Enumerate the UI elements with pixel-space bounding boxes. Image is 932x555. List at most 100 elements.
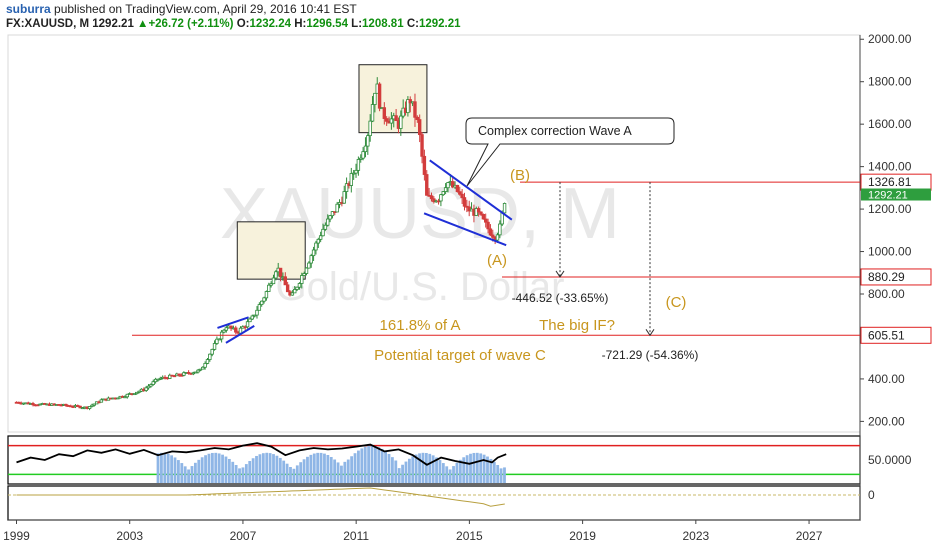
indicator-bar-90 — [462, 457, 466, 483]
candle-body-31 — [87, 406, 92, 409]
low-label: L: — [351, 18, 363, 30]
candle-body-69 — [177, 373, 181, 376]
current-price-label: 1292.21 — [868, 190, 908, 202]
indicator-bar-23 — [234, 464, 238, 483]
high-value: 1296.54 — [306, 18, 348, 30]
candle-body-119 — [295, 286, 299, 290]
candle-body-76 — [193, 371, 198, 374]
indicator-bar-24 — [238, 468, 241, 483]
author-name[interactable]: suburra — [6, 2, 51, 16]
indicator-bar-30 — [258, 454, 262, 483]
change-up-icon: ▲ — [137, 18, 149, 30]
indicator-bar-8 — [183, 466, 187, 483]
candle-body-150 — [368, 120, 372, 137]
trendline-upper-2006 — [217, 316, 249, 329]
candle-body-181 — [441, 191, 445, 196]
candle-body-120 — [297, 283, 302, 288]
indicator-bar-60 — [360, 448, 364, 483]
candle-body-58 — [151, 381, 155, 385]
candle-body-182 — [443, 187, 448, 192]
highlight-box-0 — [236, 221, 306, 280]
fib-label: 161.8% of A — [380, 317, 461, 334]
indicator-bar-74 — [407, 458, 411, 483]
candle-body-43 — [116, 397, 120, 400]
indicator-bar-98 — [489, 458, 493, 483]
indicator-bar-72 — [401, 464, 404, 483]
candle-body-83 — [210, 348, 214, 355]
indicator-bars — [156, 445, 506, 483]
y-tick-label-1: 400.00 — [868, 372, 905, 386]
candle-body-152 — [373, 92, 377, 105]
indicator-bar-49 — [323, 453, 326, 483]
big-if-label: The big IF? — [539, 317, 615, 334]
indicator-bar-101 — [499, 468, 503, 483]
candle-body-130 — [321, 228, 325, 237]
level-tag-label-0: 1326.81 — [868, 175, 912, 189]
candle-body-171 — [417, 119, 422, 136]
candle-body-204 — [495, 234, 500, 241]
candle-body-154 — [377, 83, 382, 109]
last-price: 1292.21 — [92, 18, 134, 30]
candle-body-105 — [262, 297, 266, 302]
x-tick-label-3: 2011 — [343, 529, 369, 543]
trendline-lower-2006 — [225, 324, 255, 344]
indicator-y-tick-0: 50.0000 — [868, 453, 912, 467]
indicator-bar-31 — [261, 453, 265, 483]
indicator-bar-99 — [492, 461, 496, 483]
candle-body-148 — [363, 145, 368, 153]
indicator-bar-87 — [452, 466, 455, 483]
candle-body-147 — [361, 151, 365, 159]
x-tick-label-7: 2027 — [796, 529, 823, 543]
indicator-bar-44 — [306, 456, 309, 483]
indicator-bar-56 — [346, 459, 350, 483]
candle-body-167 — [408, 99, 412, 104]
level-tag-label-2: 605.51 — [868, 328, 905, 342]
level-tag-1: 880.29 — [860, 268, 932, 286]
indicator-bar-19 — [221, 454, 224, 483]
candle-body-174 — [425, 174, 429, 196]
candle-body-71 — [182, 372, 186, 376]
indicator-bar-13 — [200, 457, 204, 483]
indicator-bar-41 — [295, 465, 299, 483]
indicator-bar-76 — [414, 454, 418, 483]
candle-body-84 — [212, 343, 217, 350]
indicator-bar-27 — [248, 460, 252, 483]
candle-body-142 — [349, 173, 354, 186]
indicator-bar-83 — [438, 460, 442, 483]
indicator-bar-34 — [272, 454, 275, 483]
y-tick-label-9: 2000.00 — [868, 32, 912, 46]
candle-body-67 — [172, 375, 177, 378]
candle-body-132 — [326, 218, 330, 226]
indicator-bar-28 — [251, 458, 255, 483]
indicator-bar-67 — [384, 451, 387, 483]
candle-body-144 — [354, 169, 358, 174]
indicator-bar-29 — [255, 455, 258, 483]
indicator-bar-43 — [302, 459, 306, 483]
candle-body-173 — [422, 155, 427, 175]
candle-body-57 — [149, 384, 153, 387]
candle-body-176 — [429, 195, 434, 200]
indicator-bar-61 — [363, 446, 367, 483]
candle-body-131 — [323, 224, 328, 230]
publish-info: suburra published on TradingView.com, Ap… — [6, 2, 357, 16]
indicator-bar-52 — [333, 459, 337, 483]
indicator-bar-70 — [394, 460, 398, 483]
wave-c-label: (C) — [666, 294, 687, 311]
indicator-bar-68 — [387, 454, 391, 483]
indicator-bar-26 — [244, 464, 248, 483]
candle-body-157 — [384, 118, 389, 122]
target-label: Potential target of wave C — [374, 347, 546, 364]
candle-body-156 — [382, 107, 387, 119]
candle-body-52 — [137, 390, 141, 393]
candle-body-98 — [245, 321, 250, 328]
indicator-bar-33 — [268, 453, 272, 483]
indicator-bar-47 — [316, 452, 320, 483]
indicator-bar-100 — [496, 464, 500, 483]
indicator-bar-38 — [285, 463, 289, 483]
indicator-bar-10 — [190, 466, 194, 483]
indicator-bar-40 — [292, 468, 296, 483]
level-tag-label-1: 880.29 — [868, 270, 905, 284]
